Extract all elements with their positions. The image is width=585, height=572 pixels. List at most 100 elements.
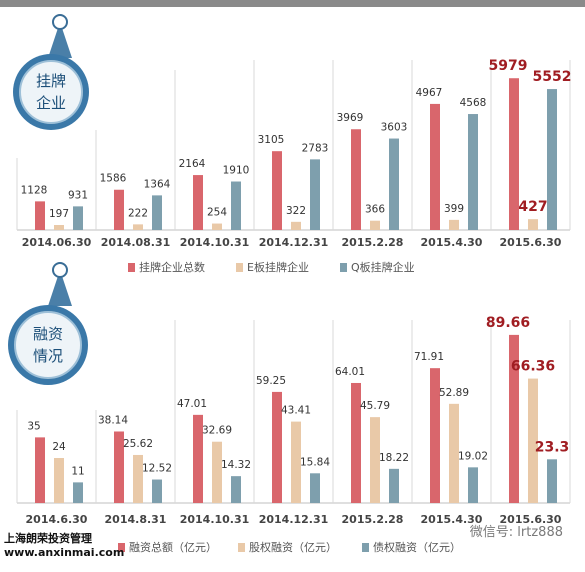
data-label: 366 — [365, 204, 385, 216]
x-tick-label: 2015.4.30 — [421, 236, 483, 249]
data-label: 14.32 — [221, 459, 251, 471]
data-label: 4568 — [460, 97, 487, 109]
badge-line2: 情况 — [33, 347, 63, 365]
bar-third — [389, 468, 399, 503]
data-label: 1586 — [100, 173, 127, 185]
bar-third — [231, 476, 241, 503]
bar-second — [133, 454, 143, 503]
data-label: 3969 — [337, 112, 364, 124]
bar-total — [114, 431, 124, 503]
data-label: 2164 — [179, 158, 206, 170]
bar-second — [449, 219, 459, 230]
data-label: 59.25 — [256, 375, 286, 387]
bar-total — [272, 391, 282, 503]
badge-financing: 融资 情况 — [8, 262, 88, 385]
legend-swatch — [340, 263, 347, 272]
data-label: 18.22 — [379, 452, 409, 464]
bar-total — [35, 437, 45, 503]
data-label: 89.66 — [486, 315, 530, 331]
data-label: 38.14 — [98, 414, 128, 426]
data-label: 2783 — [302, 142, 329, 154]
data-label: 66.36 — [511, 359, 555, 375]
badge-line1: 挂牌 — [36, 72, 66, 90]
bar-total — [430, 103, 440, 230]
bar-third — [468, 467, 478, 503]
x-tick-label: 2014.06.30 — [22, 236, 92, 249]
badge-listed-companies: 挂牌 企业 — [13, 14, 89, 130]
bar-second — [212, 223, 222, 230]
bar-third — [389, 138, 399, 230]
bar-third — [152, 195, 162, 230]
data-label: 5552 — [533, 69, 572, 85]
data-label: 32.69 — [202, 425, 232, 437]
bar-second — [370, 417, 380, 503]
x-tick-label: 2014.08.31 — [101, 236, 171, 249]
bar-second — [291, 421, 301, 503]
x-tick-label: 2015.4.30 — [421, 513, 483, 526]
legend-label: Q板挂牌企业 — [351, 260, 415, 274]
bar-total — [35, 201, 45, 230]
data-label: 35 — [27, 420, 40, 432]
x-tick-label: 2014.6.30 — [26, 513, 88, 526]
bar-second — [370, 220, 380, 230]
bar-second — [54, 224, 64, 230]
legend-label: 挂牌企业总数 — [139, 260, 205, 274]
data-label: 322 — [286, 205, 306, 217]
data-label: 71.91 — [414, 351, 444, 363]
x-tick-label: 2015.6.30 — [500, 236, 562, 249]
data-label: 47.01 — [177, 398, 207, 410]
data-label: 23.3 — [535, 439, 570, 455]
bar-third — [547, 89, 557, 231]
data-label: 254 — [207, 207, 227, 219]
bar-third — [310, 473, 320, 503]
x-tick-label: 2015.6.30 — [500, 513, 562, 526]
data-label: 1910 — [223, 165, 250, 177]
bar-total — [509, 78, 519, 230]
bar-second — [133, 224, 143, 230]
bar-total — [193, 414, 203, 503]
bar-total — [114, 189, 124, 230]
data-label: 931 — [68, 189, 88, 201]
bar-total — [509, 334, 519, 503]
badge-line2: 企业 — [36, 94, 66, 112]
x-tick-label: 2014.12.31 — [259, 236, 329, 249]
top-rule — [0, 0, 585, 7]
x-tick-label: 2015.2.28 — [342, 236, 404, 249]
company-url: www.anxinmai.com — [4, 546, 125, 559]
bar-second — [212, 441, 222, 503]
x-tick-label: 2014.8.31 — [105, 513, 167, 526]
bar-total — [272, 151, 282, 230]
legend-swatch — [238, 543, 245, 552]
bar-total — [351, 129, 361, 230]
bar-third — [547, 459, 557, 503]
legend-swatch — [128, 263, 135, 272]
data-label: 5979 — [489, 58, 528, 74]
x-tick-label: 2014.12.31 — [259, 513, 329, 526]
chart-financing: 2014.6.30 35 24 11 2014.8.31 38.14 25.62 12.52 2… — [16, 315, 571, 554]
x-tick-label: 2015.2.28 — [342, 513, 404, 526]
company-name: 上海朗荣投资管理 — [4, 532, 92, 545]
x-tick-label: 2014.10.31 — [180, 236, 250, 249]
bar-second — [449, 403, 459, 503]
data-label: 45.79 — [360, 400, 390, 412]
legend-swatch — [362, 543, 369, 552]
data-label: 15.84 — [300, 456, 330, 468]
data-label: 1128 — [21, 184, 48, 196]
bar-second — [528, 378, 538, 503]
legend-swatch — [118, 543, 125, 552]
bar-third — [73, 206, 83, 230]
bar-third — [152, 479, 162, 503]
bar-total — [193, 175, 203, 230]
watermark: 微信号: lrtz888 — [469, 525, 563, 540]
data-label: 19.02 — [458, 450, 488, 462]
data-label: 222 — [128, 207, 148, 219]
legend-label: 融资总额（亿元） — [129, 540, 217, 554]
bar-third — [231, 181, 241, 230]
bar-second — [528, 219, 538, 230]
data-label: 11 — [71, 465, 84, 477]
data-label: 12.52 — [142, 463, 172, 475]
legend-label: 股权融资（亿元） — [249, 541, 337, 554]
data-label: 4967 — [416, 87, 443, 99]
